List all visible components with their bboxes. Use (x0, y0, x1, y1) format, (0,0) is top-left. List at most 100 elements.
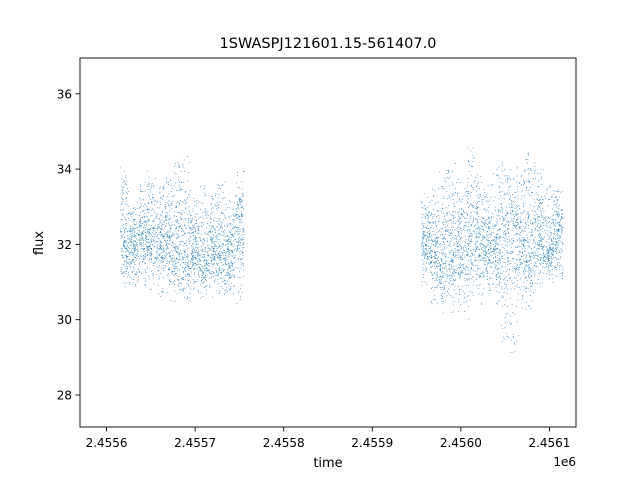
data-point (134, 219, 136, 221)
data-point (435, 233, 437, 235)
data-point (425, 227, 427, 228)
data-point (212, 199, 214, 201)
data-point (187, 172, 189, 173)
data-point (526, 280, 528, 282)
data-point (218, 204, 220, 205)
data-point (222, 269, 224, 271)
data-point (546, 253, 548, 255)
data-point (424, 268, 426, 270)
data-point (231, 233, 233, 235)
data-point (534, 261, 536, 263)
data-point (543, 260, 545, 261)
data-point (169, 240, 171, 241)
data-point (445, 256, 447, 258)
data-point (130, 213, 132, 215)
data-point (222, 249, 224, 251)
data-point (485, 254, 486, 256)
data-point (515, 211, 517, 213)
data-point (426, 250, 428, 251)
data-point (158, 233, 160, 235)
data-point (176, 206, 178, 208)
data-point (239, 299, 241, 300)
data-point (482, 229, 484, 231)
data-point (546, 248, 548, 250)
data-point (178, 252, 180, 253)
data-point (162, 250, 164, 252)
data-point (173, 246, 175, 248)
data-point (121, 267, 123, 269)
data-point (523, 281, 525, 283)
data-point (161, 219, 163, 221)
data-point-center (478, 236, 480, 238)
data-point (142, 245, 144, 247)
data-point (471, 238, 472, 240)
data-point (220, 235, 222, 236)
data-point (545, 220, 547, 221)
data-point (163, 236, 165, 238)
data-point (191, 259, 193, 261)
data-point (151, 271, 153, 272)
data-point (129, 235, 131, 237)
data-point (502, 295, 504, 297)
data-point (188, 268, 190, 270)
data-point (480, 260, 482, 262)
data-point (243, 229, 244, 231)
data-point (548, 271, 550, 273)
data-point (452, 215, 454, 216)
data-point (548, 235, 550, 237)
data-point (171, 203, 173, 205)
data-point (558, 196, 560, 198)
data-point (518, 269, 519, 271)
data-point (124, 203, 126, 205)
data-point (533, 206, 535, 207)
data-point (148, 212, 149, 214)
data-point (185, 207, 187, 209)
data-point (487, 185, 489, 186)
data-point (185, 274, 186, 276)
data-point (192, 255, 194, 257)
data-point (548, 254, 550, 256)
data-point (142, 261, 144, 263)
data-point (483, 259, 485, 261)
data-point (143, 249, 144, 251)
data-point (500, 195, 502, 197)
data-point (233, 276, 235, 278)
data-point (181, 278, 183, 280)
data-point (446, 212, 448, 214)
data-point (512, 258, 514, 260)
data-point (515, 277, 517, 279)
data-point (558, 239, 560, 241)
data-point (209, 225, 210, 226)
data-point (511, 270, 513, 272)
data-point (152, 236, 153, 237)
data-point (554, 257, 556, 258)
data-point (165, 242, 167, 244)
data-point (187, 265, 189, 267)
data-point (543, 257, 544, 258)
data-point (210, 208, 212, 210)
data-point (463, 229, 464, 230)
data-point (226, 264, 228, 266)
data-point (224, 240, 226, 242)
data-point (541, 261, 543, 263)
data-point (234, 256, 236, 258)
data-point (491, 217, 492, 219)
data-point (424, 230, 425, 232)
data-point (473, 225, 475, 227)
data-point (517, 206, 518, 207)
data-point (219, 256, 221, 258)
data-point (124, 229, 125, 231)
data-point (480, 195, 481, 197)
data-point (533, 270, 534, 271)
data-point (216, 237, 218, 239)
data-point (197, 251, 199, 253)
data-point (163, 259, 164, 261)
data-point (516, 219, 518, 221)
data-point (478, 260, 480, 262)
data-point (134, 244, 136, 245)
data-point (139, 258, 141, 259)
data-point (433, 241, 434, 242)
data-point (196, 220, 197, 221)
data-point (235, 215, 237, 217)
data-point (550, 263, 552, 264)
